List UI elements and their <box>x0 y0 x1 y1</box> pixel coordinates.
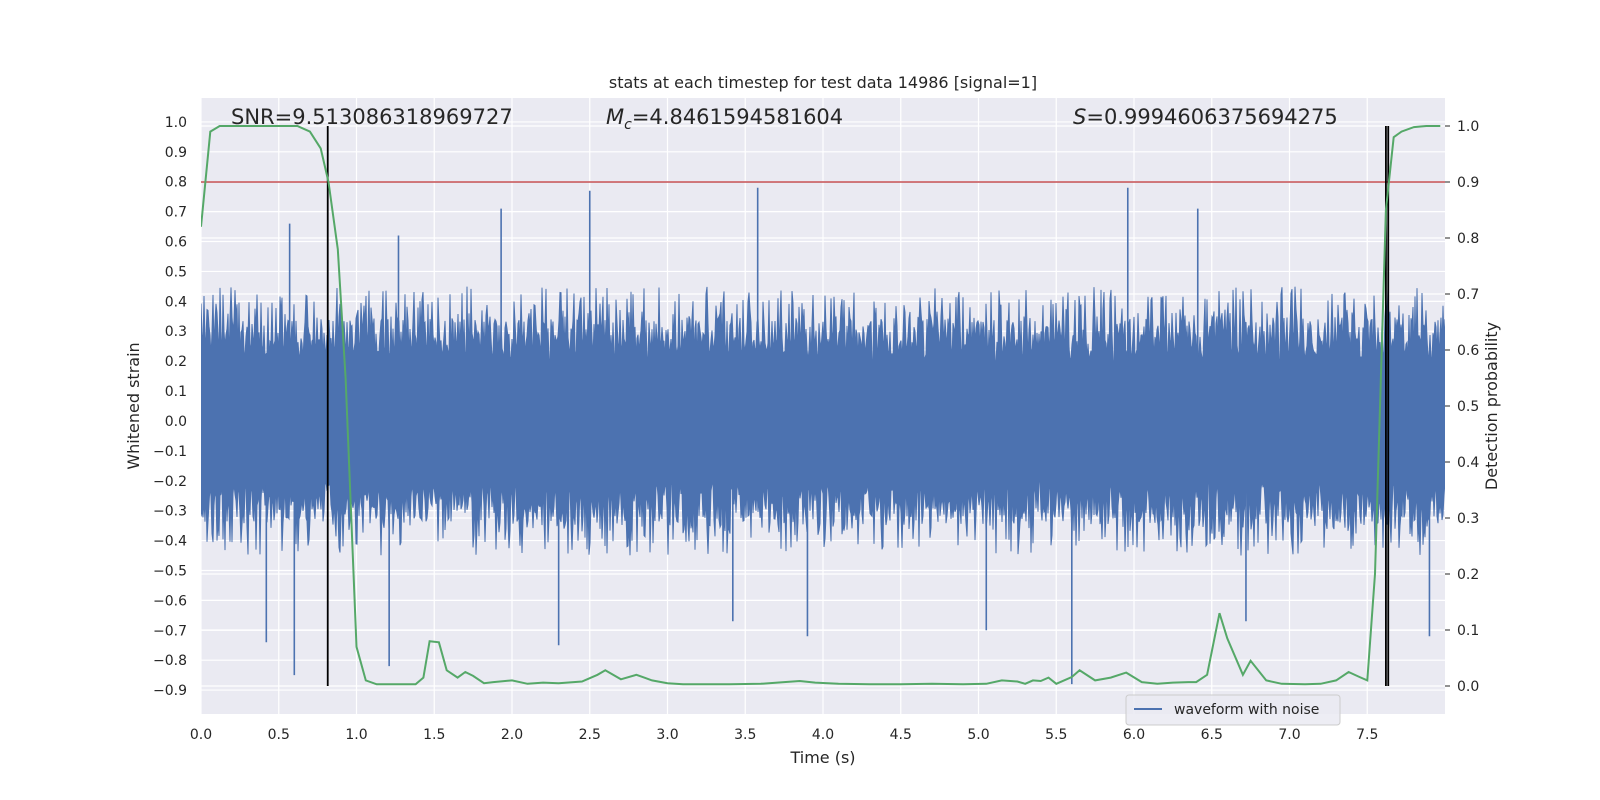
x-axis-label: Time (s) <box>789 748 855 767</box>
score-value: =0.9994606375694275 <box>1086 105 1337 129</box>
legend-box <box>1125 694 1341 726</box>
y-axis-left-ticks: −0.9 −0.8 −0.7 −0.6 −0.5 −0.4 −0.3 −0.2 −0.1 0.0 0… <box>153 115 187 699</box>
y-left-tick-label: 0.5 <box>165 264 187 280</box>
y-left-tick-label: −0.3 <box>153 504 187 520</box>
chirp-mass-value: =4.8461594581604 <box>632 105 843 129</box>
chirp-mass-symbol: M <box>606 105 624 129</box>
y-left-tick-label: −0.8 <box>153 653 187 669</box>
y-left-tick-label: 0.1 <box>165 384 187 400</box>
x-tick-label: 5.5 <box>1045 727 1067 743</box>
y-axis-right-ticks: 0.0 0.1 0.2 0.3 0.4 0.5 0.6 0.7 0.8 0.9 1.0 <box>1445 119 1479 695</box>
detection-probability-series <box>201 125 1441 686</box>
x-tick-label: 1.5 <box>423 727 445 743</box>
legend-label-waveform: waveform with noise <box>1174 702 1319 718</box>
y-right-tick-label: 0.1 <box>1457 623 1479 639</box>
y-left-tick-label: −0.4 <box>153 534 187 550</box>
y-left-tick-label: 0.0 <box>165 414 187 430</box>
y-left-tick-label: 0.6 <box>165 235 187 251</box>
x-tick-label: 4.0 <box>812 727 834 743</box>
x-tick-label: 3.0 <box>656 727 678 743</box>
x-axis-ticks: 0.0 0.5 1.0 1.5 2.0 2.5 3.0 3.5 4.0 4.5 5.0 5.5 6.0 6… <box>190 727 1379 743</box>
score-symbol: S <box>1073 105 1086 129</box>
y-axis-right-label: Detection probability <box>1482 322 1501 490</box>
x-tick-label: 0.5 <box>268 727 290 743</box>
y-left-tick-label: −0.1 <box>153 444 187 460</box>
chirp-mass-annotation: Mc=4.8461594581604 <box>606 105 843 133</box>
snr-annotation: SNR=9.513086318969727 <box>231 105 513 129</box>
y-left-tick-label: −0.7 <box>153 623 187 639</box>
waveform-series <box>201 286 1445 556</box>
chart-title: stats at each timestep for test data 149… <box>609 73 1037 92</box>
y-left-tick-label: 0.3 <box>165 324 187 340</box>
x-tick-label: 4.5 <box>890 727 912 743</box>
x-tick-label: 7.5 <box>1356 727 1378 743</box>
y-right-tick-label: 0.7 <box>1457 287 1479 303</box>
x-tick-label: 5.0 <box>967 727 989 743</box>
y-right-tick-label: 1.0 <box>1457 119 1479 135</box>
y-left-tick-label: 1.0 <box>165 115 187 131</box>
x-tick-label: 6.0 <box>1123 727 1145 743</box>
y-left-tick-label: 0.4 <box>165 294 187 310</box>
y-right-tick-label: 0.4 <box>1457 455 1479 471</box>
y-right-tick-label: 0.0 <box>1457 679 1479 695</box>
y-left-tick-label: −0.9 <box>153 683 187 699</box>
y-right-tick-label: 0.5 <box>1457 399 1479 415</box>
y-left-tick-label: −0.6 <box>153 593 187 609</box>
y-right-tick-label: 0.2 <box>1457 567 1479 583</box>
x-tick-label: 0.0 <box>190 727 212 743</box>
y-axis-left-label: Whitened strain <box>124 342 143 469</box>
x-tick-label: 6.5 <box>1201 727 1223 743</box>
score-annotation: S=0.9994606375694275 <box>1073 105 1338 129</box>
x-tick-label: 3.5 <box>734 727 756 743</box>
x-tick-label: 7.0 <box>1278 727 1300 743</box>
y-right-tick-label: 0.3 <box>1457 511 1479 527</box>
x-tick-label: 1.0 <box>345 727 367 743</box>
y-left-tick-label: 0.9 <box>165 145 187 161</box>
y-left-tick-label: −0.5 <box>153 563 187 579</box>
chirp-mass-subscript: c <box>624 117 632 133</box>
waveform-spikes <box>265 187 1431 685</box>
y-left-tick-label: 0.2 <box>165 354 187 370</box>
legend: waveform with noise <box>1125 694 1341 726</box>
y-left-tick-label: 0.7 <box>165 205 187 221</box>
y-right-tick-label: 0.6 <box>1457 343 1479 359</box>
y-right-tick-label: 0.8 <box>1457 231 1479 247</box>
x-tick-label: 2.0 <box>501 727 523 743</box>
x-tick-label: 2.5 <box>579 727 601 743</box>
y-left-tick-label: 0.8 <box>165 175 187 191</box>
y-right-tick-label: 0.9 <box>1457 175 1479 191</box>
y-left-tick-label: −0.2 <box>153 474 187 490</box>
